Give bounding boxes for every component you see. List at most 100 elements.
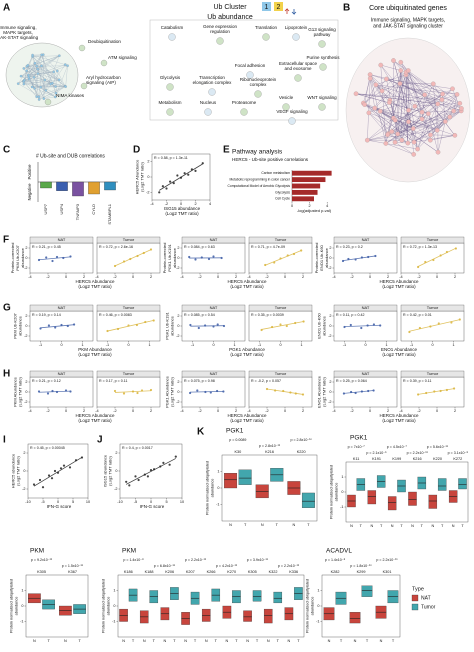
group-label: T [461, 524, 464, 528]
x-tick-label: 2 [150, 409, 152, 413]
point [432, 258, 435, 262]
point [220, 256, 223, 260]
network-edge [393, 60, 462, 109]
gene-title: PKM [122, 548, 136, 555]
point [212, 325, 215, 328]
network-edge [37, 69, 54, 73]
network-edge [414, 93, 443, 107]
term-node [208, 88, 216, 96]
point [45, 256, 48, 259]
network-edge [23, 56, 33, 82]
fit-line [38, 390, 71, 393]
network-node [398, 68, 404, 73]
p-value: p = 1.4x10⁻⁸ [123, 558, 144, 562]
group-label: N [431, 524, 434, 528]
point [273, 261, 276, 264]
network-edge [26, 65, 68, 67]
y-tick-label: -2 [24, 400, 27, 404]
point [68, 466, 72, 469]
network-edge [57, 70, 66, 87]
strip-label: Tumor [275, 237, 287, 242]
x-tick-label: -2 [165, 202, 168, 206]
y-tick-label: 0 [317, 604, 319, 608]
p-value: p = 2.2x10⁻¹¹ [376, 558, 398, 562]
x-axis-label: (Log2 TMT ratio) [230, 418, 264, 423]
point [153, 468, 156, 471]
network-edge [407, 134, 431, 144]
box [387, 496, 397, 511]
network-edge [26, 70, 60, 80]
x-tick-label: -4 [28, 275, 31, 279]
point [367, 389, 370, 393]
group-label: T [153, 639, 156, 643]
group-label: N [229, 523, 232, 527]
point [264, 263, 267, 267]
point [433, 390, 436, 393]
bar [292, 196, 314, 202]
y-tick-label: 0 [25, 256, 27, 260]
fit-line [266, 388, 304, 395]
strip [248, 304, 313, 312]
y-tick-label: 0 [177, 390, 179, 394]
network-edge [397, 94, 425, 135]
network-edge [34, 73, 39, 89]
network-edge [36, 54, 42, 67]
network-node [58, 54, 61, 58]
point [135, 323, 138, 327]
group-label: T [235, 639, 238, 643]
y-tick-label: 0 [177, 324, 179, 328]
point [260, 328, 263, 332]
network-node [36, 72, 40, 75]
network-edge [380, 111, 388, 135]
network-edge [386, 78, 453, 89]
strip-label: NAT [210, 237, 218, 242]
group-label: N [164, 639, 167, 643]
stat-label: R = 0.075, p = 0.98 [184, 379, 215, 383]
network-edge [40, 86, 66, 88]
point [136, 254, 139, 258]
stat-label: R = 0.25, p = 0.064 [336, 379, 367, 383]
y-tick-label: 2 [329, 380, 331, 384]
group-label: N [184, 639, 187, 643]
network-edge [32, 54, 58, 72]
x-tick-label: USP4 [59, 203, 64, 214]
x-axis-label: HERC5 Abundance [75, 413, 115, 418]
network-edge [40, 87, 56, 98]
p-value: p = 9.2x10⁻¹¹ [31, 558, 53, 562]
network-edge [380, 65, 409, 111]
x-tick-label: -2 [46, 409, 49, 413]
y-tick-label: 1 [317, 589, 319, 593]
point [51, 389, 54, 393]
x-tick-label: 4 [209, 202, 211, 206]
point [53, 469, 57, 473]
legend-title: Type [412, 586, 424, 592]
y-axis-label: Protein normalized ubiquitylated [330, 465, 334, 519]
term-label: Gene expression [203, 24, 238, 29]
x-tick-label: 10 [86, 500, 90, 504]
x-axis-label: IFN-G score [140, 504, 165, 509]
point [347, 257, 350, 261]
network-edge [391, 121, 409, 132]
y-tick-label: -2 [176, 334, 179, 338]
strip [96, 236, 161, 244]
term-label: ATM signaling [108, 55, 137, 60]
p-value: p = 2.8x10⁻¹¹ [259, 444, 281, 448]
legend-label: Tumor [421, 604, 436, 610]
network-node [419, 116, 425, 122]
x-axis-label: (Log2 TMT ratio) [230, 352, 264, 357]
box [428, 494, 438, 509]
network-node [32, 76, 36, 79]
point [165, 187, 168, 190]
y-axis-label: ENO1 Ub-K60 [317, 312, 322, 338]
strip-label: NAT [58, 237, 66, 242]
y-axis-label: (Log2 TMT ratio) [170, 377, 175, 407]
fit-line [417, 247, 457, 267]
gene-title: PGK1 [350, 435, 368, 442]
network-edge [413, 94, 458, 143]
x-tick-label: 2 [302, 275, 304, 279]
point [367, 255, 370, 259]
y-axis-label: ISG15 abundance [103, 454, 108, 487]
point [73, 323, 76, 326]
network-edge [399, 83, 454, 112]
network-node [44, 89, 48, 92]
